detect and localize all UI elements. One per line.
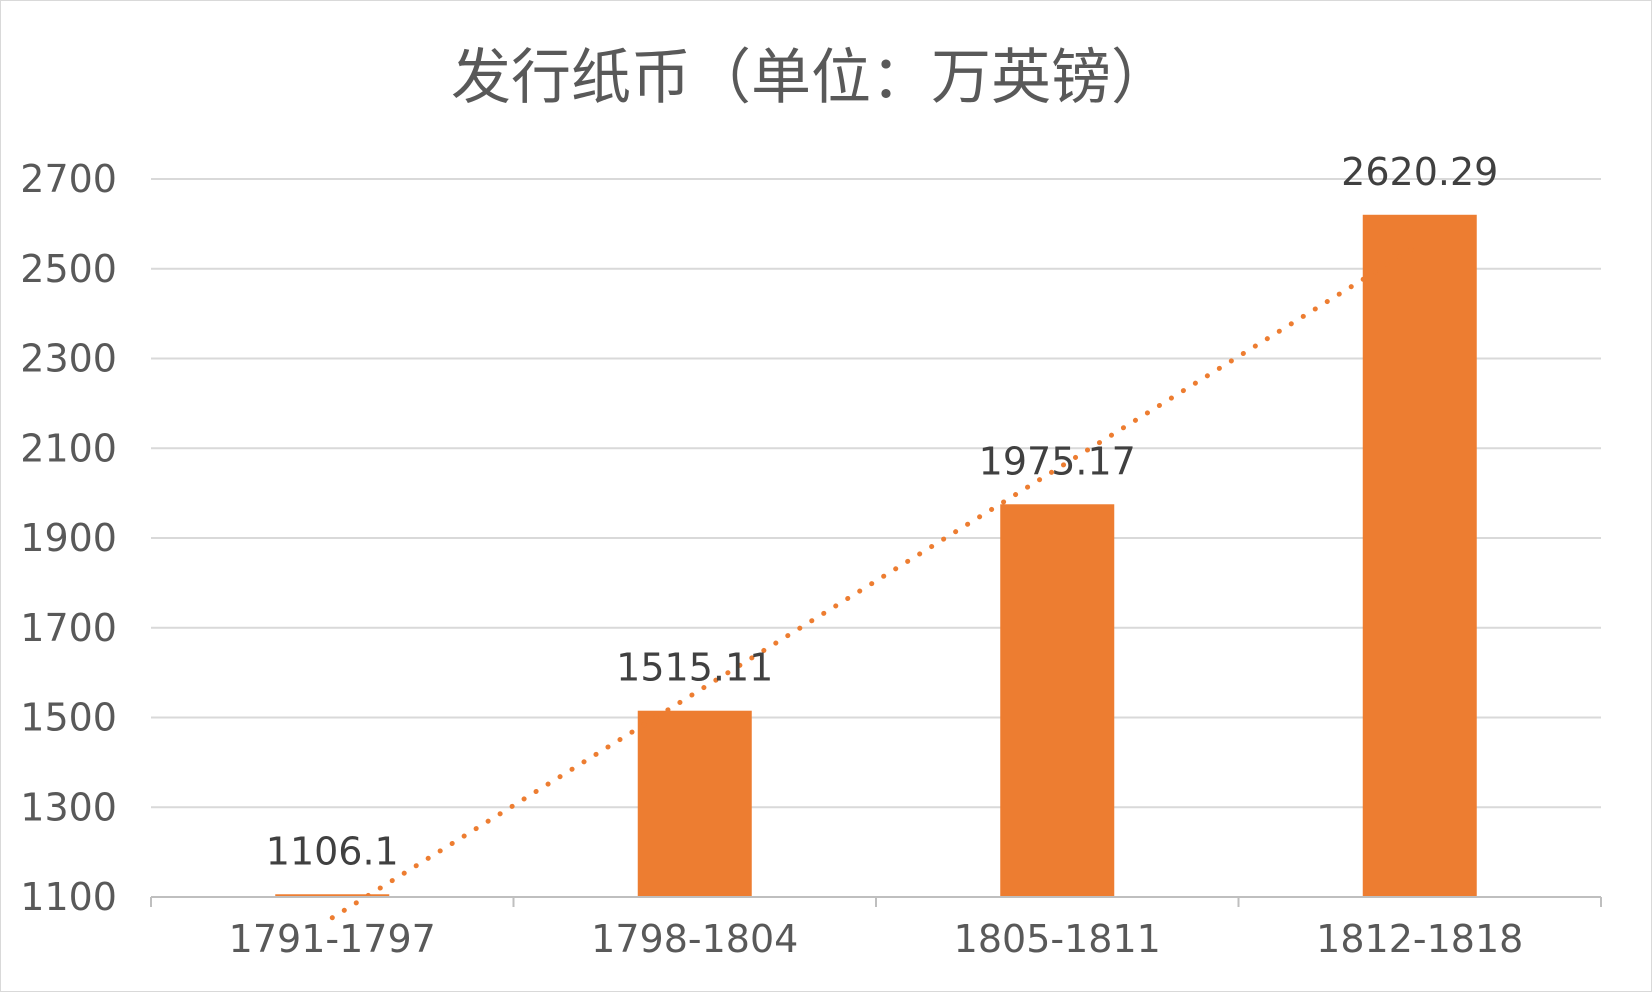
x-axis <box>150 896 1602 907</box>
x-tick-label: 1812-1818 <box>1316 917 1523 961</box>
y-tick-label: 2100 <box>20 426 117 470</box>
bars <box>275 214 1477 897</box>
data-label: 2620.29 <box>1341 150 1498 194</box>
bar-1812-1818 <box>1362 214 1477 897</box>
data-label: 1106.1 <box>266 829 399 873</box>
y-tick-label: 1300 <box>20 785 117 829</box>
x-tick-label: 1805-1811 <box>954 917 1161 961</box>
gridlines <box>151 178 1601 809</box>
bar-1805-1811 <box>1000 504 1115 897</box>
y-tick-label: 1900 <box>20 516 117 560</box>
bar-1798-1804 <box>637 710 752 897</box>
y-tick-label: 1100 <box>20 875 117 919</box>
trendline-layer <box>329 241 1423 921</box>
y-axis-tick-labels: 1100 1300 1500 1700 1900 2100 2300 2500 2700 <box>20 157 117 919</box>
y-tick-label: 2500 <box>20 247 117 291</box>
y-tick-label: 1700 <box>20 606 117 650</box>
y-tick-label: 2300 <box>20 337 117 381</box>
data-label: 1975.17 <box>979 439 1136 483</box>
x-tick-label: 1798-1804 <box>591 917 798 961</box>
y-tick-label: 2700 <box>20 157 117 201</box>
chart-title: 发行纸币（单位：万英镑） <box>451 43 1171 113</box>
y-tick-label: 1500 <box>20 696 117 740</box>
x-tick-label: 1791-1797 <box>229 917 436 961</box>
data-labels: 1106.1 1515.11 1975.17 2620.29 <box>266 150 1499 873</box>
x-axis-tick-labels: 1791-1797 1798-1804 1805-1811 1812-1818 <box>229 917 1524 961</box>
trendline <box>329 241 1423 921</box>
bar-1791-1797 <box>275 894 390 897</box>
data-label: 1515.11 <box>616 646 773 690</box>
